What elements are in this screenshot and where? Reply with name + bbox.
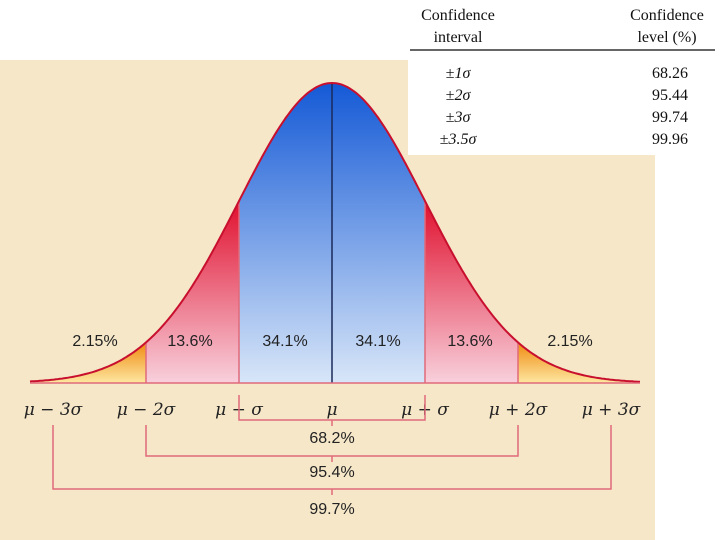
curve-region bbox=[30, 342, 146, 383]
axis-label: μ bbox=[326, 400, 337, 420]
table-cell: ±3.5σ bbox=[440, 131, 478, 148]
bracket-label: 68.2% bbox=[309, 430, 354, 447]
table-box bbox=[408, 0, 720, 155]
region-label: 2.15% bbox=[72, 333, 117, 350]
table-cell: ±1σ bbox=[446, 65, 472, 82]
bell-curve bbox=[29, 81, 641, 383]
bracket-label: 95.4% bbox=[309, 464, 354, 481]
curve-region bbox=[518, 342, 640, 383]
region-label: 34.1% bbox=[355, 333, 400, 350]
bracket-label: 99.7% bbox=[309, 501, 354, 518]
table-header: Confidence level (%) bbox=[630, 7, 704, 46]
table-header: Confidence interval bbox=[421, 7, 495, 46]
region-label: 2.15% bbox=[547, 333, 592, 350]
table-cell: 99.74 bbox=[652, 109, 688, 126]
axis-label: μ − 3σ bbox=[24, 400, 83, 420]
axis-label: μ + 3σ bbox=[582, 400, 641, 420]
axis-label: μ − 2σ bbox=[117, 400, 176, 420]
table-cell: 99.96 bbox=[652, 131, 688, 148]
table-cell: 68.26 bbox=[652, 65, 688, 82]
region-label: 13.6% bbox=[167, 333, 212, 350]
region-label: 34.1% bbox=[262, 333, 307, 350]
region-label: 13.6% bbox=[447, 333, 492, 350]
table: Confidence interval Confidence level (%) ±1σ… bbox=[421, 7, 704, 148]
table-cell: ±2σ bbox=[446, 87, 472, 104]
axis-label: μ + 2σ bbox=[489, 400, 548, 420]
curve-outline bbox=[29, 81, 641, 383]
table-cell: 95.44 bbox=[652, 87, 688, 104]
table-cell: ±3σ bbox=[446, 109, 472, 126]
